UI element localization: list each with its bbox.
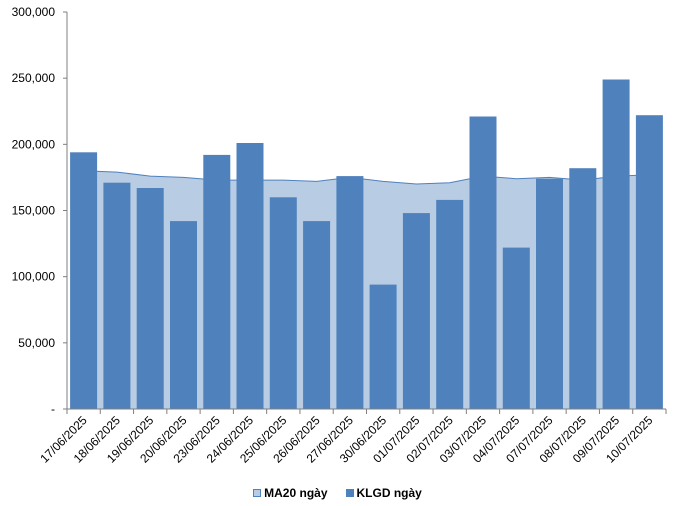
klgd-bar <box>203 154 231 409</box>
legend-label-klgd: KLGD ngày <box>356 486 422 500</box>
y-tick-label: 300,000 <box>12 5 56 19</box>
axes <box>63 11 667 414</box>
klgd-bar <box>569 168 597 409</box>
klgd-bar <box>436 199 464 409</box>
klgd-bar <box>70 152 98 410</box>
klgd-bar <box>536 178 563 409</box>
legend-label-ma20: MA20 ngày <box>264 486 328 500</box>
legend-swatch-ma20 <box>253 489 262 497</box>
klgd-bar <box>402 213 430 409</box>
legend-item-ma20: MA20 ngày <box>253 486 328 500</box>
klgd-bar <box>269 197 297 409</box>
klgd-bar <box>336 176 364 409</box>
y-tick-label: - <box>51 402 55 416</box>
ma20-area-layer <box>83 170 650 409</box>
klgd-bar <box>469 116 497 409</box>
klgd-bar <box>236 143 264 409</box>
klgd-bar <box>303 221 331 409</box>
klgd-bar <box>136 188 164 409</box>
klgd-bar <box>170 221 197 409</box>
klgd-bar <box>369 284 397 409</box>
klgd-bar-layer <box>70 79 663 410</box>
ma20-area <box>83 170 650 409</box>
y-tick-label: 250,000 <box>12 71 56 85</box>
klgd-bar <box>635 115 663 409</box>
y-tick-label: 100,000 <box>12 270 56 284</box>
x-tick-labels: 17/06/202518/06/202519/06/202520/06/2025… <box>37 413 655 466</box>
klgd-bar <box>602 79 630 409</box>
y-tick-label: 150,000 <box>12 204 56 218</box>
ma20-line <box>83 170 650 185</box>
y-tick-label: 200,000 <box>12 137 56 151</box>
y-tick-labels: - 50,000 100,000 150,000 200,000 250,000 300,0… <box>12 5 56 416</box>
legend-item-klgd: KLGD ngày <box>345 486 422 500</box>
klgd-bar <box>502 247 530 409</box>
chart-legend: MA20 ngày KLGD ngày <box>0 486 675 500</box>
klgd-bar <box>103 182 131 409</box>
y-tick-label: 50,000 <box>18 336 55 350</box>
legend-swatch-klgd <box>345 489 354 497</box>
